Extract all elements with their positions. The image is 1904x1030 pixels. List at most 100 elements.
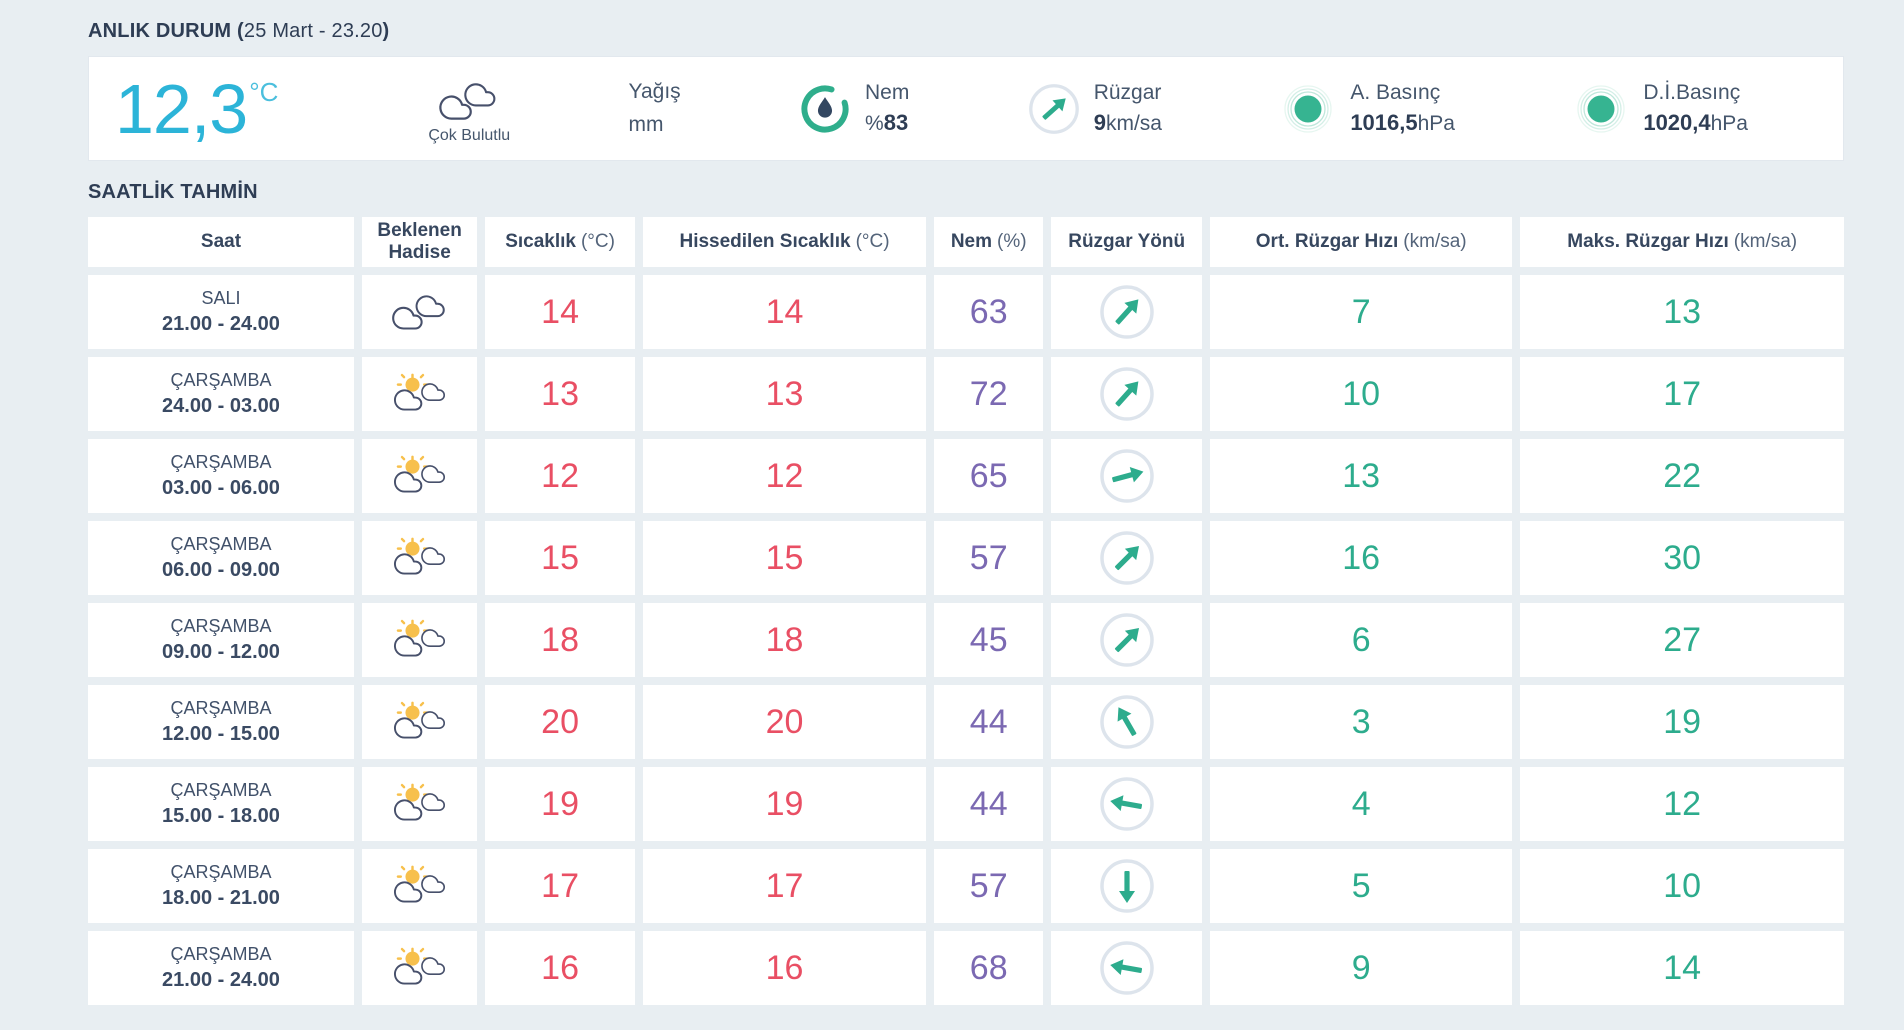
- pressure-dot-icon: [1284, 84, 1332, 133]
- cell-weather-icon: [361, 603, 478, 677]
- wind-unit: km/sa: [1105, 111, 1162, 135]
- wind-direction-icon: [1099, 613, 1154, 667]
- cell-time: ÇARŞAMBA 12.00 - 15.00: [88, 685, 354, 759]
- day-label: ÇARŞAMBA: [170, 452, 272, 473]
- header-max-wind: Maks. Rüzgar Hızı (km/sa): [1520, 217, 1844, 267]
- header-feels-like: Hissedilen Sıcaklık (°C): [642, 217, 927, 267]
- cell-time: SALI 21.00 - 24.00: [88, 275, 354, 349]
- cell-max-wind-speed: 14: [1520, 931, 1844, 1005]
- cell-weather-icon: [361, 521, 478, 595]
- cell-time: ÇARŞAMBA 24.00 - 03.00: [88, 357, 354, 431]
- sun-clouds-icon: [390, 535, 450, 581]
- time-range: 15.00 - 18.00: [162, 804, 280, 827]
- cell-feels-like: 17: [642, 849, 927, 923]
- cell-weather-icon: [361, 275, 478, 349]
- humidity-gauge-icon: [801, 84, 849, 133]
- cell-feels-like: 20: [642, 685, 927, 759]
- cell-humidity: 57: [934, 849, 1044, 923]
- condition-label: Çok Bulutlu: [428, 127, 511, 144]
- header-max-wind-unit: (km/sa): [1733, 231, 1798, 253]
- time-range: 09.00 - 12.00: [162, 640, 280, 663]
- cell-temperature: 20: [485, 685, 635, 759]
- weather-icon: [390, 453, 450, 499]
- current-precipitation: Yağış mm: [629, 76, 681, 141]
- temperature-value: 12,3: [115, 69, 248, 148]
- day-label: ÇARŞAMBA: [170, 862, 272, 883]
- cell-avg-wind-speed: 3: [1210, 685, 1513, 759]
- cell-humidity: 72: [934, 357, 1044, 431]
- day-label: ÇARŞAMBA: [170, 370, 272, 391]
- cell-temperature: 17: [485, 849, 635, 923]
- current-title-close: ): [382, 20, 390, 42]
- cell-temperature: 18: [485, 603, 635, 677]
- wind-value-line: 9km/sa: [1094, 108, 1162, 139]
- sun-clouds-icon: [390, 945, 450, 991]
- header-humidity: Nem (%): [934, 217, 1044, 267]
- cell-weather-icon: [361, 767, 478, 841]
- cell-time: ÇARŞAMBA 09.00 - 12.00: [88, 603, 354, 677]
- sun-clouds-icon: [390, 863, 450, 909]
- cell-wind-direction: [1051, 767, 1202, 841]
- time-range: 18.00 - 21.00: [162, 886, 280, 909]
- cell-weather-icon: [361, 849, 478, 923]
- header-expected-line1: Beklenen: [377, 220, 462, 242]
- cell-wind-direction: [1051, 439, 1202, 513]
- time-range: 21.00 - 24.00: [162, 312, 280, 335]
- day-label: ÇARŞAMBA: [170, 534, 272, 555]
- cell-feels-like: 18: [642, 603, 927, 677]
- time-range: 12.00 - 15.00: [162, 722, 280, 745]
- clouds-icon: [390, 290, 450, 334]
- weather-icon: [390, 290, 450, 334]
- current-conditions-card: 12,3 °C Çok Bulutlu Yağış mm Nem %83: [88, 56, 1844, 161]
- cell-max-wind-speed: 13: [1520, 275, 1844, 349]
- cell-wind-direction: [1051, 685, 1202, 759]
- cell-temperature: 15: [485, 521, 635, 595]
- sea-pressure-value: 1020,4: [1643, 109, 1711, 135]
- cell-time: ÇARŞAMBA 03.00 - 06.00: [88, 439, 354, 513]
- header-temperature: Sıcaklık (°C): [485, 217, 635, 267]
- wind-direction-icon: [1028, 83, 1079, 134]
- humidity-label: Nem: [865, 81, 910, 105]
- hourly-section-title: SAATLİK TAHMİN: [88, 181, 258, 203]
- cell-feels-like: 14: [642, 275, 927, 349]
- humidity-value: 83: [883, 109, 909, 135]
- wind-label: Rüzgar: [1093, 81, 1162, 105]
- time-range: 21.00 - 24.00: [162, 968, 280, 991]
- cell-temperature: 19: [485, 767, 635, 841]
- current-sea-pressure: D.İ.Basınç 1020,4hPa: [1573, 78, 1748, 138]
- time-range: 03.00 - 06.00: [162, 476, 280, 499]
- cell-feels-like: 15: [642, 521, 927, 595]
- header-avg-wind-text: Ort. Rüzgar Hızı: [1255, 231, 1399, 253]
- header-feels-like-text: Hissedilen Sıcaklık: [679, 231, 851, 253]
- wind-direction-icon: [1099, 941, 1154, 995]
- cell-temperature: 16: [485, 931, 635, 1005]
- humidity-prefix: %: [865, 111, 884, 135]
- day-label: ÇARŞAMBA: [170, 616, 272, 637]
- cell-avg-wind-speed: 7: [1210, 275, 1513, 349]
- cell-time: ÇARŞAMBA 15.00 - 18.00: [88, 767, 354, 841]
- weather-icon: [390, 863, 450, 909]
- pressure-label: A. Basınç: [1350, 81, 1441, 105]
- sea-pressure-label: D.İ.Basınç: [1643, 81, 1741, 105]
- cell-feels-like: 12: [642, 439, 927, 513]
- pressure-unit: hPa: [1417, 111, 1455, 135]
- wind-direction-icon: [1099, 777, 1154, 831]
- cell-max-wind-speed: 17: [1520, 357, 1844, 431]
- day-label: ÇARŞAMBA: [170, 780, 272, 801]
- sun-clouds-icon: [390, 453, 450, 499]
- precipitation-label: Yağış: [628, 79, 681, 103]
- cell-temperature: 14: [485, 275, 635, 349]
- header-max-wind-text: Maks. Rüzgar Hızı: [1567, 231, 1729, 253]
- day-label: ÇARŞAMBA: [170, 698, 272, 719]
- cell-feels-like: 19: [642, 767, 927, 841]
- cell-max-wind-speed: 22: [1520, 439, 1844, 513]
- cell-weather-icon: [361, 357, 478, 431]
- cell-humidity: 57: [934, 521, 1044, 595]
- sun-clouds-icon: [390, 617, 450, 663]
- cell-max-wind-speed: 30: [1520, 521, 1844, 595]
- cell-temperature: 12: [485, 439, 635, 513]
- cell-max-wind-speed: 12: [1520, 767, 1844, 841]
- sun-clouds-icon: [390, 699, 450, 745]
- weather-icon: [390, 945, 450, 991]
- sea-pressure-dot-icon: [1577, 84, 1625, 133]
